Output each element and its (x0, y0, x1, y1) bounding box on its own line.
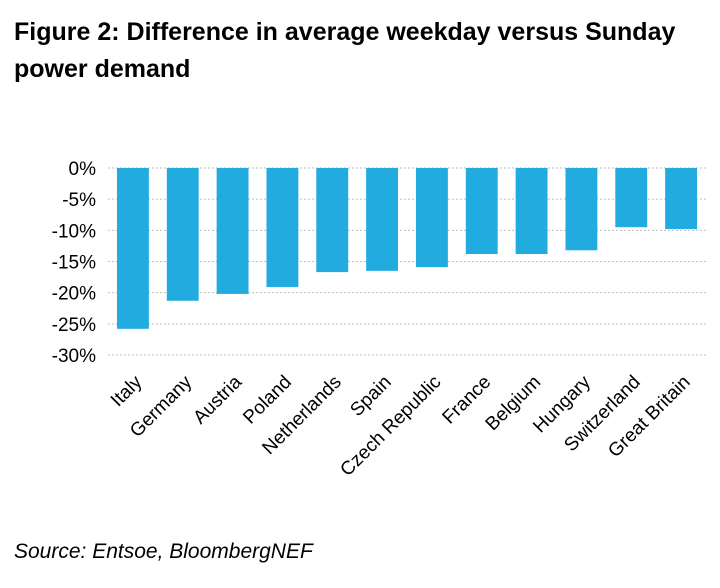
bar-switzerland (615, 168, 648, 228)
bars (116, 168, 698, 329)
y-tick-label: -15% (52, 253, 96, 274)
x-tick-label: Austria (189, 371, 246, 428)
y-tick-label: -25% (52, 315, 96, 336)
bar-spain (366, 168, 399, 271)
source-note: Source: Entsoe, BloombergNEF (14, 540, 313, 563)
x-tick-label: Italy (107, 371, 147, 411)
bar-chart: 0% -5% -10% -15% -20% -25% -30% ItalyGermanyAu… (52, 159, 706, 481)
bar-italy (116, 168, 149, 329)
y-tick-label: 0% (69, 159, 97, 180)
y-tick-label: -30% (52, 346, 96, 367)
y-tick-label: -20% (52, 284, 96, 305)
bar-austria (216, 168, 249, 294)
bar-great-britain (665, 168, 698, 230)
bar-hungary (565, 168, 598, 251)
figure-title: Figure 2: Difference in average weekday … (14, 18, 676, 83)
bar-belgium (515, 168, 548, 255)
bar-poland (266, 168, 299, 288)
bar-netherlands (316, 168, 349, 273)
y-tick-label: -10% (52, 221, 96, 242)
y-tick-label: -5% (62, 190, 96, 211)
bar-germany (166, 168, 199, 301)
y-axis-tick-labels: 0% -5% -10% -15% -20% -25% -30% (52, 159, 96, 367)
bar-france (465, 168, 498, 255)
bar-czech-republic (415, 168, 448, 268)
